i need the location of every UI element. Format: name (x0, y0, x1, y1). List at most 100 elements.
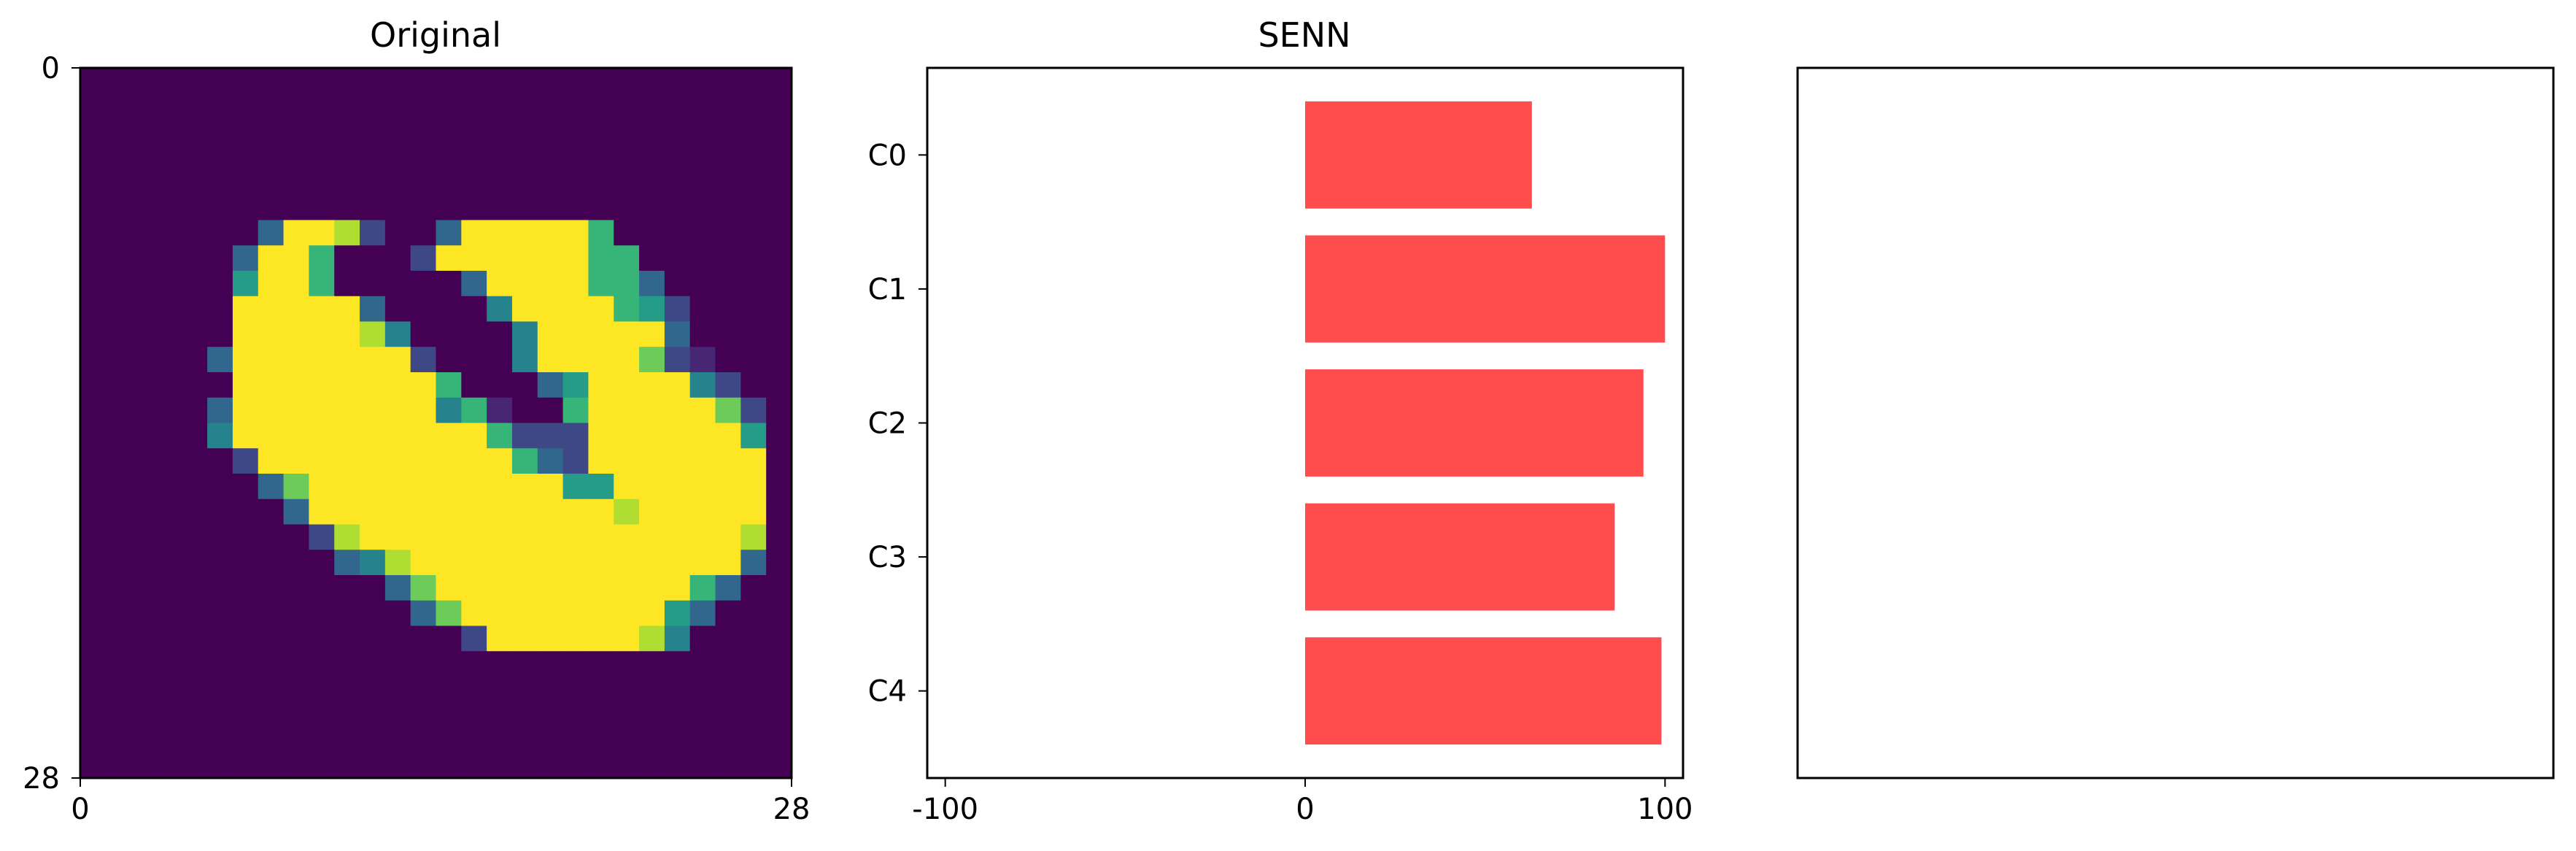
heatmap-cell (639, 752, 665, 779)
heatmap-cell (80, 474, 107, 500)
heatmap-cell (360, 677, 386, 703)
heatmap-cell (105, 423, 132, 449)
heatmap-cell (207, 752, 233, 779)
heatmap-cell (487, 220, 513, 246)
heatmap-cell (410, 68, 437, 94)
heatmap-cell (537, 524, 564, 550)
heatmap-cell (639, 651, 665, 677)
heatmap-cell (334, 271, 360, 297)
heatmap-cell (639, 600, 665, 627)
heatmap-cell (511, 169, 538, 196)
heatmap-cell (105, 575, 132, 601)
heatmap-cell (689, 474, 716, 500)
heatmap-cell (360, 498, 386, 525)
heatmap-cell (410, 651, 437, 677)
heatmap-cell (156, 677, 182, 703)
heatmap-cell (614, 625, 640, 652)
heatmap-cell (105, 550, 132, 576)
heatmap-cell (588, 372, 614, 398)
heatmap-cell (614, 169, 640, 196)
heatmap-cell (309, 93, 335, 120)
heatmap-cell (614, 677, 640, 703)
heatmap-cell (410, 550, 437, 576)
heatmap-cell (537, 752, 564, 779)
heatmap-cell (537, 271, 564, 297)
heatmap-cell (766, 474, 792, 500)
heatmap-cell (664, 296, 691, 323)
heatmap-cell (131, 498, 158, 525)
heatmap-cell (131, 321, 158, 347)
heatmap-cell (511, 701, 538, 728)
heatmap-cell (639, 372, 665, 398)
heatmap-cell (232, 397, 259, 424)
heatmap-cell (232, 169, 259, 196)
heatmap-cell (511, 220, 538, 246)
heatmap-cell (360, 701, 386, 728)
heatmap-cell (436, 701, 462, 728)
heatmap-cell (639, 550, 665, 576)
heatmap-cell (360, 271, 386, 297)
heatmap-cell (105, 296, 132, 323)
heatmap-cell (689, 752, 716, 779)
heatmap-cell (258, 448, 285, 474)
heatmap-cell (334, 68, 360, 94)
heatmap-cell (410, 321, 437, 347)
heatmap-cell (410, 752, 437, 779)
heatmap-cell (384, 321, 411, 347)
heatmap-cell (105, 600, 132, 627)
heatmap-cell (614, 144, 640, 170)
heatmap-cell (588, 498, 614, 525)
heatmap-cell (562, 701, 589, 728)
heatmap-cell (182, 752, 208, 779)
heatmap-cell (511, 372, 538, 398)
heatmap-cell (182, 372, 208, 398)
senn-xtick-label: -100 (912, 793, 978, 826)
heatmap-cell (511, 625, 538, 652)
heatmap-cell (461, 397, 487, 424)
heatmap-cell (715, 169, 741, 196)
heatmap-cell (283, 296, 309, 323)
heatmap-cell (334, 752, 360, 779)
heatmap-cell (740, 575, 767, 601)
heatmap-cell (664, 423, 691, 449)
heatmap-cell (80, 498, 107, 525)
heatmap-cell (105, 474, 132, 500)
heatmap-cell (309, 321, 335, 347)
heatmap-cell (80, 372, 107, 398)
heatmap-cell (232, 144, 259, 170)
heatmap-cell (766, 93, 792, 120)
heatmap-cell (105, 169, 132, 196)
heatmap-cell (232, 677, 259, 703)
heatmap-cell (537, 245, 564, 272)
heatmap-cell (334, 118, 360, 145)
heatmap-cell (410, 600, 437, 627)
heatmap-cell (664, 575, 691, 601)
heatmap-cell (182, 651, 208, 677)
heatmap-cell (182, 321, 208, 347)
heatmap-cell (105, 727, 132, 753)
heatmap-cell (105, 625, 132, 652)
heatmap-cell (410, 625, 437, 652)
senn-bars (1305, 101, 1666, 745)
heatmap-cell (410, 524, 437, 550)
heatmap-cell (384, 144, 411, 170)
heatmap-cell (537, 372, 564, 398)
heatmap-cell (461, 194, 487, 221)
heatmap-cell (487, 372, 513, 398)
heatmap-cell (360, 550, 386, 576)
heatmap-cell (639, 727, 665, 753)
heatmap-cell (258, 474, 285, 500)
heatmap-cell (562, 727, 589, 753)
heatmap-cell (182, 677, 208, 703)
original-axes-frame (79, 66, 793, 779)
heatmap-cell (80, 271, 107, 297)
heatmap-cell (80, 727, 107, 753)
heatmap-cell (156, 397, 182, 424)
heatmap-cell (207, 727, 233, 753)
heatmap-cell (588, 448, 614, 474)
heatmap-cell (258, 245, 285, 272)
heatmap-cell (537, 194, 564, 221)
heatmap-cell (537, 93, 564, 120)
heatmap-cell (384, 194, 411, 221)
heatmap-cell (664, 144, 691, 170)
